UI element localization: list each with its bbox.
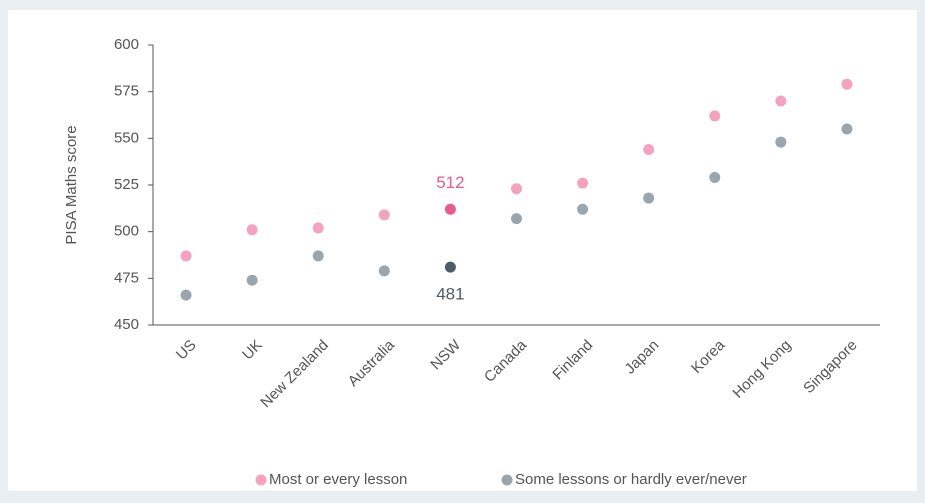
dot: [511, 183, 522, 195]
dot: [511, 213, 522, 225]
y-tick-label: 525: [114, 176, 139, 193]
value-label: 481: [436, 285, 464, 304]
y-tick-label: 600: [114, 36, 139, 53]
legend-marker: [255, 474, 267, 486]
dot: [180, 289, 192, 301]
dot: [577, 177, 589, 189]
legend-label: Some lessons or hardly ever/never: [515, 471, 747, 488]
y-tick-label: 500: [114, 223, 139, 240]
dot: [709, 110, 721, 122]
dot: [444, 261, 456, 273]
legend-label: Most or every lesson: [269, 471, 407, 488]
dot: [378, 265, 390, 277]
y-tick-label: 475: [114, 269, 139, 286]
dot: [312, 250, 324, 262]
dot: [577, 203, 589, 215]
dot: [643, 192, 655, 204]
dot: [841, 78, 853, 90]
dot: [709, 172, 721, 184]
legend-marker: [501, 474, 513, 486]
dot: [841, 123, 853, 135]
dot: [378, 209, 390, 221]
dot: [643, 144, 655, 156]
dot: [180, 250, 192, 262]
dot: [775, 136, 787, 148]
panel: [8, 10, 917, 491]
value-label: 512: [436, 173, 464, 192]
y-tick-label: 450: [114, 316, 139, 333]
dot: [246, 274, 258, 286]
dot: [444, 203, 456, 215]
dot: [246, 224, 258, 236]
dot: [775, 95, 787, 107]
y-axis-label: PISA Maths score: [63, 125, 80, 244]
y-tick-label: 550: [114, 129, 139, 146]
dot: [312, 222, 324, 234]
y-tick-label: 575: [114, 83, 139, 100]
